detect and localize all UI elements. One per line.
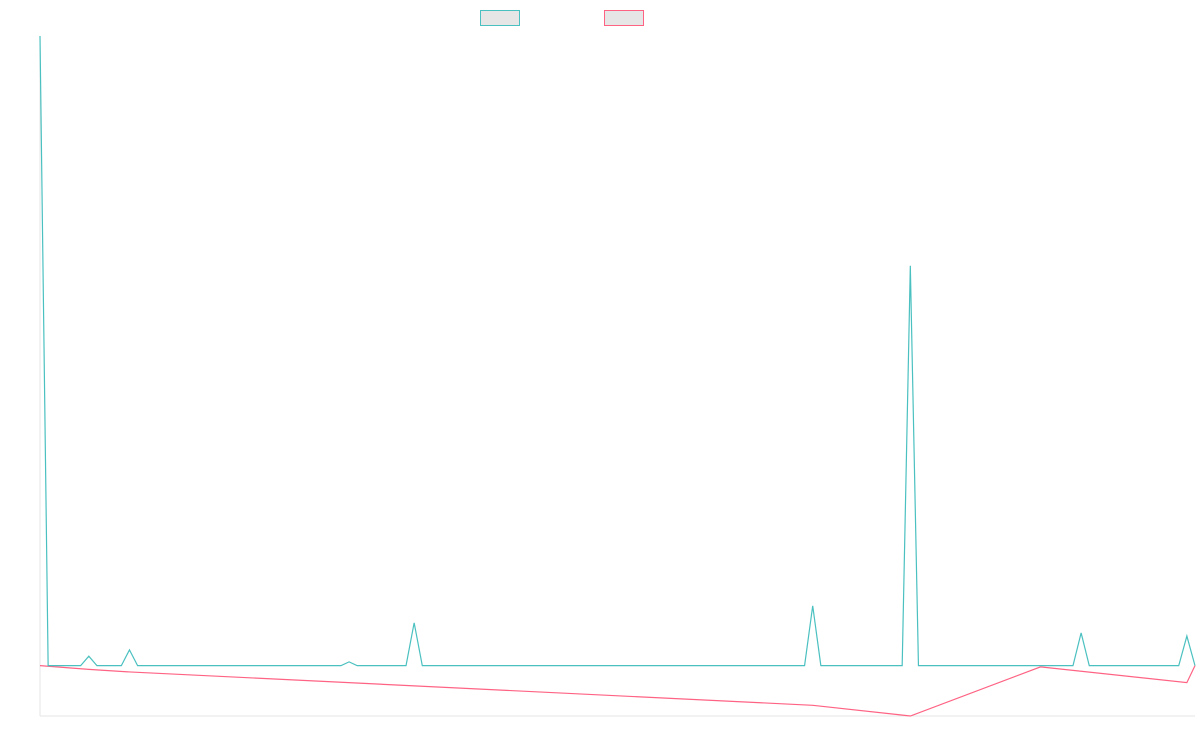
legend-swatch-series-2[interactable]: [604, 10, 644, 26]
chart-axes: [39, 36, 1195, 717]
series-line-2: [39, 665, 1196, 717]
series-line-1: [39, 35, 1196, 667]
legend-swatch-series-1[interactable]: [480, 10, 520, 26]
series-layer: [39, 35, 1196, 717]
